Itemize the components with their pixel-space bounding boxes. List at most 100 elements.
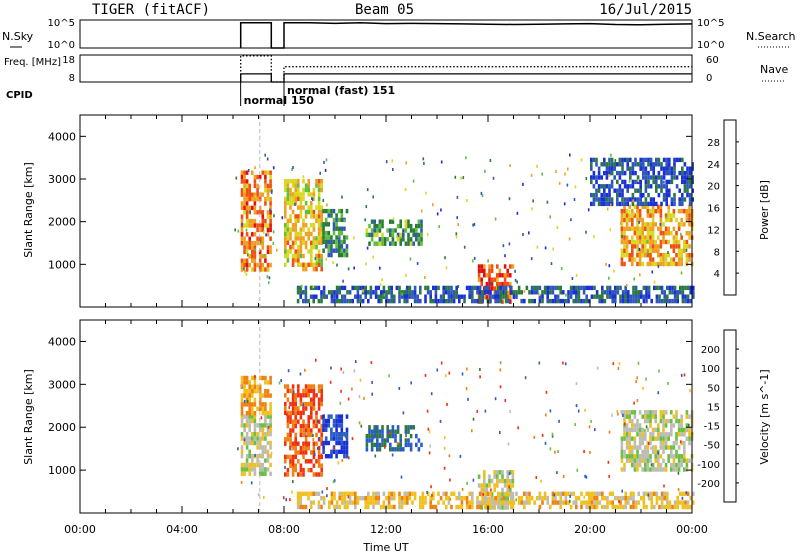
scatter-cell xyxy=(434,504,438,510)
scatter-cell xyxy=(307,209,310,215)
scatter-cell xyxy=(659,217,663,223)
scatter-cell xyxy=(307,459,310,464)
scatter-cell xyxy=(365,438,369,443)
scatter-cell xyxy=(322,445,325,450)
noise-cell xyxy=(250,481,253,485)
scatter-cell xyxy=(689,290,692,295)
noise-cell xyxy=(606,207,609,211)
scatter-cell xyxy=(452,290,456,295)
scatter-cell xyxy=(383,237,387,242)
scatter-cell xyxy=(675,462,678,468)
scatter-cell xyxy=(299,249,303,254)
scatter-cell xyxy=(636,239,639,245)
scatter-cell xyxy=(399,223,402,229)
scatter-cell xyxy=(389,219,392,224)
scatter-cell xyxy=(256,432,259,437)
noise-cell xyxy=(397,441,399,445)
scatter-cell xyxy=(688,170,692,176)
noise-cell xyxy=(245,272,248,276)
scatter-cell xyxy=(670,445,673,450)
scatter-cell xyxy=(399,438,402,443)
scatter-cell xyxy=(662,175,666,180)
scatter-cell xyxy=(340,427,344,432)
noise-cell xyxy=(622,413,624,417)
scatter-cell xyxy=(488,496,491,501)
scatter-cell xyxy=(299,285,302,291)
noise-cell xyxy=(562,475,565,478)
noise-cell xyxy=(465,387,468,391)
scatter-cell xyxy=(312,227,316,232)
scatter-cell xyxy=(646,235,650,240)
scatter-cell xyxy=(528,496,531,501)
scatter-cell xyxy=(291,262,295,267)
scatter-cell xyxy=(294,423,297,429)
scatter-cell xyxy=(688,253,691,258)
scatter-cell xyxy=(286,472,290,477)
scatter-cell xyxy=(261,245,265,250)
scatter-cell xyxy=(289,445,292,451)
scatter-cell xyxy=(638,427,642,433)
scatter-cell xyxy=(662,436,665,441)
scatter-cell xyxy=(240,188,244,193)
scatter-cell xyxy=(324,244,328,249)
scatter-cell xyxy=(471,294,474,299)
scatter-cell xyxy=(688,244,691,249)
scatter-cell xyxy=(330,432,333,437)
scatter-cell xyxy=(302,179,305,184)
scatter-cell xyxy=(299,201,303,206)
scatter-cell xyxy=(631,192,635,198)
scatter-cell xyxy=(468,491,471,496)
scatter-cell xyxy=(509,295,512,300)
scatter-cell xyxy=(637,294,640,299)
noise-cell xyxy=(444,256,446,260)
scatter-cell xyxy=(629,298,633,304)
scatter-cell xyxy=(346,500,349,505)
scatter-cell xyxy=(605,201,609,207)
scatter-cell xyxy=(620,253,624,258)
scatter-cell xyxy=(409,237,413,242)
noise-cell xyxy=(636,399,639,402)
noise-cell xyxy=(550,262,553,266)
scatter-cell xyxy=(240,432,244,437)
scatter-cell xyxy=(460,504,464,510)
scatter-cell xyxy=(649,184,653,189)
scatter-cell xyxy=(498,273,502,278)
scatter-cell xyxy=(628,253,631,258)
scatter-cell xyxy=(256,440,259,446)
scatter-cell xyxy=(383,438,387,443)
scatter-cell xyxy=(538,504,542,510)
scatter-cell xyxy=(633,467,637,472)
noise-cell xyxy=(381,278,383,282)
scatter-cell xyxy=(616,179,619,185)
scatter-cell xyxy=(291,401,295,407)
scatter-cell xyxy=(671,298,674,304)
scatter-cell xyxy=(620,449,624,455)
scatter-cell xyxy=(491,500,495,505)
scatter-cell xyxy=(580,491,583,496)
scatter-cell xyxy=(330,213,333,218)
scatter-cell xyxy=(659,257,663,262)
noise-cell xyxy=(351,437,354,441)
scatter-cell xyxy=(507,491,510,496)
scatter-cell xyxy=(636,175,640,180)
scatter-cell xyxy=(471,496,474,501)
noise-cell xyxy=(517,426,519,430)
scatter-cell xyxy=(644,253,647,258)
noise-cell xyxy=(359,378,362,382)
scatter-cell xyxy=(327,248,331,253)
scatter-cell xyxy=(633,436,637,441)
scatter-cell xyxy=(520,496,523,501)
scatter-cell xyxy=(476,290,479,295)
noise-cell xyxy=(289,498,291,502)
scatter-cell xyxy=(264,436,267,441)
scatter-cell xyxy=(302,410,305,416)
noise-cell xyxy=(508,197,511,201)
scatter-cell xyxy=(654,467,657,472)
scatter-cell xyxy=(332,248,336,253)
scatter-cell xyxy=(649,432,652,437)
noise-cell xyxy=(286,412,288,416)
scatter-cell xyxy=(251,254,254,259)
scatter-cell xyxy=(510,491,513,496)
scatter-cell xyxy=(625,432,629,437)
scatter-cell xyxy=(616,197,619,202)
